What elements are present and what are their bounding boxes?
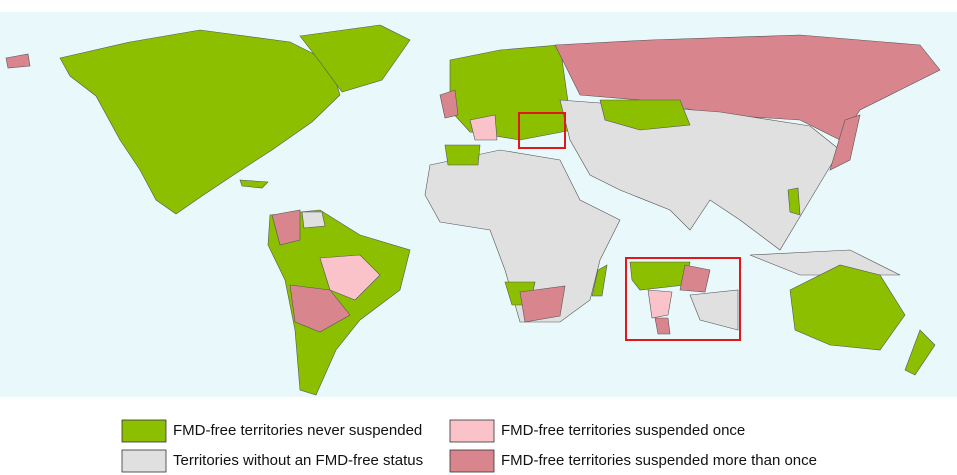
legend-swatch <box>121 419 167 443</box>
legend-swatch <box>449 449 495 473</box>
legend: FMD-free territories never suspended FMD-… <box>121 419 817 473</box>
legend-swatch <box>449 419 495 443</box>
world-map <box>5 24 941 396</box>
legend-label: FMD-free territories suspended once <box>501 422 745 439</box>
legend-label: FMD-free territories never suspended <box>173 422 422 439</box>
legend-label: Territories without an FMD-free status <box>173 452 423 469</box>
legend-label: FMD-free territories suspended more than… <box>501 452 817 469</box>
legend-swatch <box>121 449 167 473</box>
